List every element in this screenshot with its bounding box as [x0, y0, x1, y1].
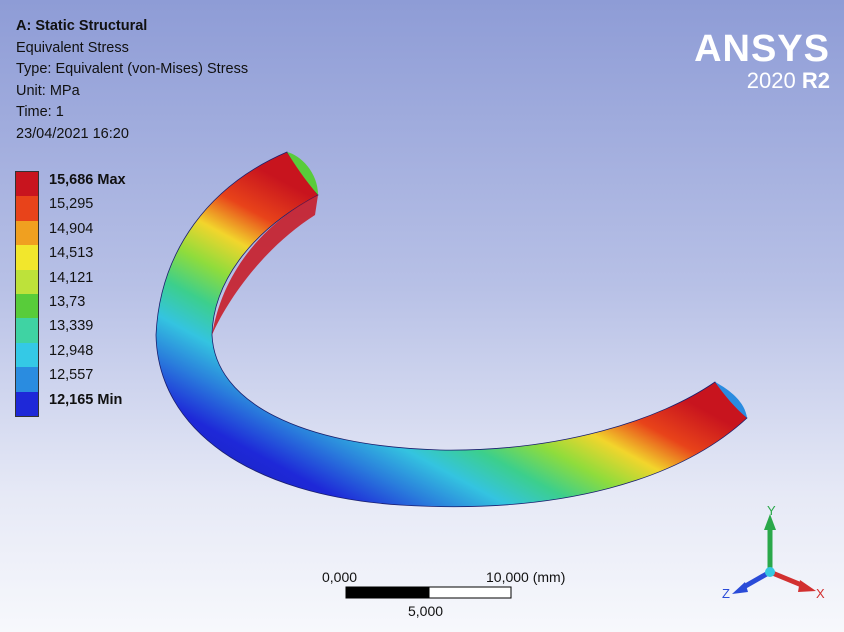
- axis-triad[interactable]: Y X Z: [718, 500, 828, 610]
- legend-swatch: [16, 172, 38, 197]
- result-timestamp: 23/04/2021 16:20: [16, 125, 129, 142]
- max-stress-band: [212, 195, 318, 335]
- triad-origin: [765, 567, 775, 577]
- scale-right-label: 10,000 (mm): [486, 569, 566, 585]
- pipe-surface: [155, 151, 748, 508]
- legend-swatch: [16, 342, 38, 368]
- scale-bar-graphic: [345, 586, 512, 599]
- pipe-end-cap-top: [287, 152, 318, 195]
- legend-swatch: [16, 196, 38, 221]
- pipe-end-cap-right: [715, 382, 747, 418]
- legend-label: 13,73: [49, 294, 86, 310]
- z-axis-arrow: [732, 582, 748, 594]
- z-axis-line: [740, 569, 772, 591]
- legend-frame: [15, 171, 39, 417]
- legend-label: 13,339: [49, 318, 94, 335]
- legend-swatch: [16, 294, 38, 319]
- result-name: Equivalent Stress: [16, 39, 129, 56]
- y-axis-arrow: [764, 514, 776, 530]
- result-unit: Unit: MPa: [16, 82, 80, 99]
- y-axis-label: Y: [767, 503, 776, 518]
- scale-mid-label: 5,000: [408, 603, 444, 619]
- scale-left-label: 0,000: [322, 569, 358, 585]
- pipe-body: [155, 151, 748, 508]
- legend-label: 14,121: [49, 269, 94, 286]
- legend-label: 14,513: [49, 245, 94, 262]
- legend-swatch: [16, 269, 38, 294]
- result-header: A: Static Structural Equivalent Stress T…: [16, 16, 248, 145]
- legend-swatch: [16, 391, 38, 416]
- legend-swatch: [16, 220, 38, 246]
- version-release: R2: [801, 68, 830, 93]
- legend-label: 14,904: [49, 220, 94, 237]
- legend-swatch: [16, 367, 38, 392]
- x-axis-arrow: [798, 580, 816, 592]
- ansys-brand: ANSYS: [694, 28, 830, 70]
- result-type: Type: Equivalent (von-Mises) Stress: [16, 61, 249, 77]
- ansys-logo: ANSYS 2020 R2: [694, 30, 830, 94]
- x-axis-line: [769, 569, 805, 589]
- legend-swatch: [16, 318, 38, 343]
- legend-label: 15,295: [49, 196, 94, 213]
- legend-label: 12,557: [49, 367, 94, 384]
- z-axis-label: Z: [722, 586, 730, 601]
- legend-label: 12,165 Min: [49, 391, 123, 408]
- result-time: Time: 1: [16, 104, 64, 120]
- version-year: 2020: [746, 68, 796, 93]
- analysis-title: A: Static Structural: [16, 18, 148, 34]
- scale-frame: [345, 586, 512, 599]
- scale-seg-black: [346, 587, 429, 598]
- legend-label: 12,948: [49, 342, 94, 359]
- x-axis-label: X: [816, 586, 825, 601]
- scale-bar: 0,000 10,000 (mm) 5,000: [300, 565, 600, 625]
- legend-label: 15,686 Max: [49, 172, 126, 188]
- ansys-version: 2020 R2: [694, 68, 830, 94]
- legend-swatch: [16, 245, 38, 270]
- scale-seg-white: [428, 586, 512, 599]
